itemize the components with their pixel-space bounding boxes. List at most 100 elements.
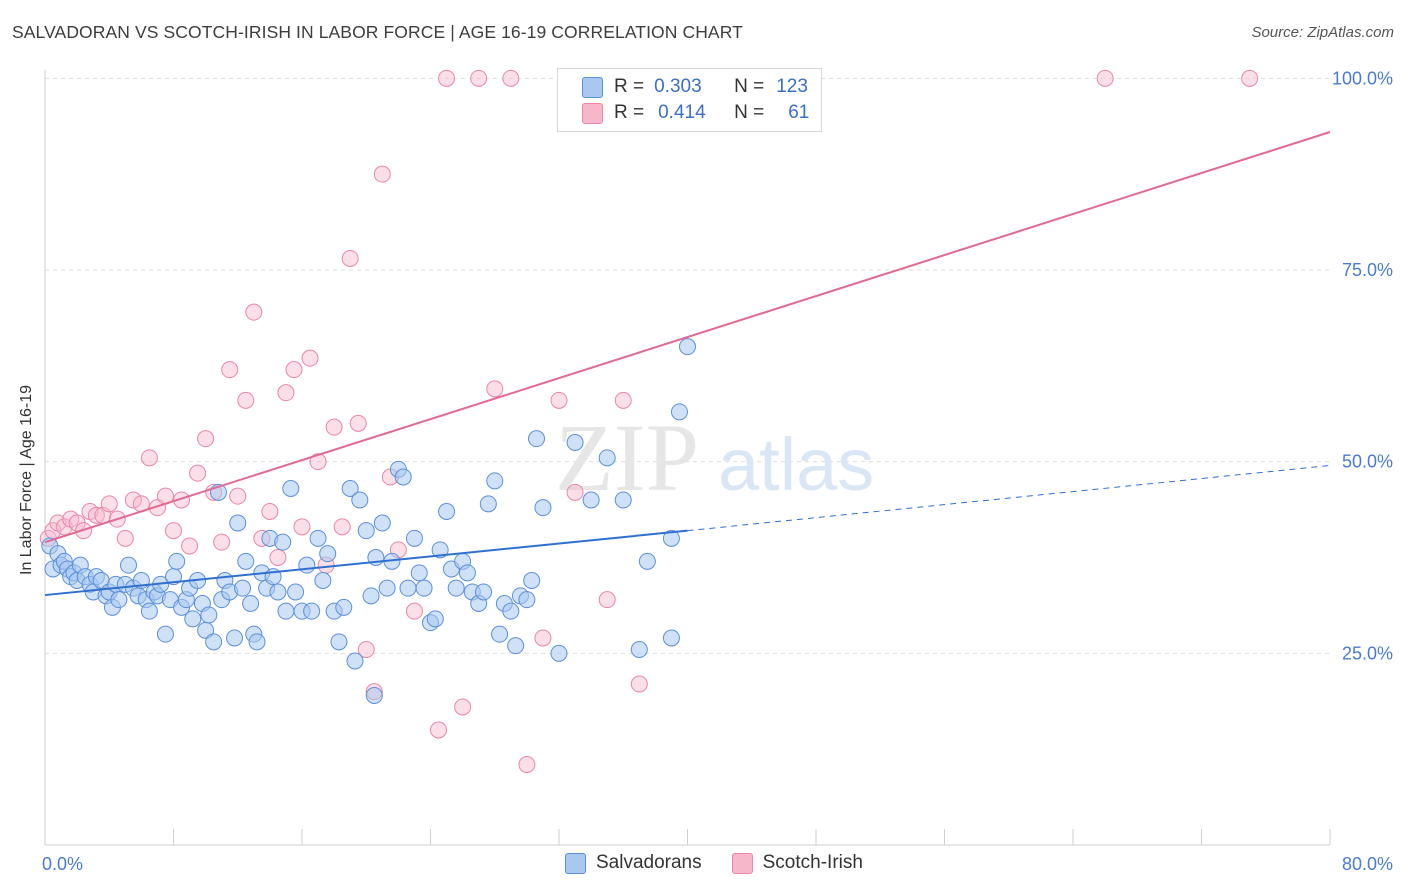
scotch-irish-point [486, 380, 504, 398]
scotch-irish-point [550, 391, 568, 409]
scotch-irish-point [373, 165, 391, 183]
scotch-irish-point [213, 533, 231, 551]
grid-lines [45, 77, 1330, 654]
scotch-irish-point [148, 499, 166, 517]
salvadoran-point [120, 556, 138, 574]
legend-row-salvadorans: R = 0.303 N = 123 [582, 76, 808, 98]
scotch-irish-point [197, 430, 215, 448]
legend-n-value: 123 [776, 76, 808, 97]
salvadoran-point [287, 583, 305, 601]
scotch-irish-point [140, 449, 158, 467]
scotch-irish-point [189, 464, 207, 482]
salvadoran-point [365, 686, 383, 704]
salvadoran-point [670, 403, 688, 421]
salvadoran-point [598, 449, 616, 467]
legend-item-salvadorans[interactable]: Salvadorans [565, 852, 702, 874]
scotch-irish-point [181, 537, 199, 555]
series-legend: Salvadorans Scotch-Irish [565, 852, 893, 874]
salvadoran-point [303, 602, 321, 620]
salvadoran-point [502, 602, 520, 620]
scotch-irish-point [502, 69, 520, 87]
scotch-irish-point [285, 361, 303, 379]
legend-label-salvadorans: Salvadorans [596, 852, 702, 873]
salvadoran-point [431, 541, 449, 559]
scotch-irish-point [630, 675, 648, 693]
scotch-irish-point [237, 391, 255, 409]
legend-swatch-blue [565, 852, 586, 874]
salvadoran-point [341, 479, 359, 497]
salvadoran-point [140, 602, 158, 620]
salvadoran-point [486, 472, 504, 490]
scotch-irish-point [357, 640, 375, 658]
scotch-irish-point [614, 391, 632, 409]
salvadoran-point [534, 499, 552, 517]
salvadoran-point [269, 583, 287, 601]
salvadoran-point [184, 610, 202, 628]
legend-swatch-blue [582, 76, 603, 98]
x-tick-label: 0.0% [42, 854, 83, 874]
salvadorans-trend-line [44, 529, 688, 597]
tick-labels: 25.0% 50.0% 75.0% 100.0% 0.0% 80.0% [42, 68, 1393, 874]
correlation-legend: R = 0.303 N = 123 R = 0.414 N = 61 [557, 68, 822, 132]
scotch-irish-point [277, 384, 295, 402]
salvadoran-point [405, 529, 423, 547]
salvadoran-point [630, 640, 648, 658]
legend-r-value: 0.414 [658, 102, 706, 123]
salvadoran-point [679, 338, 696, 356]
scotch-irish-trend-line [44, 131, 1331, 544]
salvadoran-point [242, 594, 260, 612]
salvadoran-point [394, 468, 412, 486]
scotch-irish-point [341, 249, 359, 267]
salvadoran-point [298, 556, 316, 574]
salvadoran-point [168, 552, 186, 570]
scotch-irish-point [518, 755, 536, 773]
scotch-irish-point [349, 414, 367, 432]
legend-n-label: N = [734, 102, 765, 123]
salvadoran-point [205, 633, 223, 651]
salvadoran-point [314, 571, 332, 589]
salvadoran-point [638, 552, 656, 570]
scotch-irish-point [454, 698, 472, 716]
trend-lines [44, 131, 1331, 597]
salvadoran-point [438, 502, 456, 520]
y-tick-label: 100.0% [1332, 68, 1393, 88]
salvadoran-point [248, 633, 266, 651]
scotch-irish-point [598, 591, 616, 609]
scotch-irish-point [87, 506, 105, 524]
salvadoran-point [234, 579, 252, 597]
salvadoran-point [351, 491, 369, 509]
y-tick-label: 75.0% [1342, 260, 1393, 280]
legend-swatch-pink [582, 102, 603, 124]
salvadoran-point [528, 430, 546, 448]
salvadoran-point [550, 644, 568, 662]
salvadoran-point [479, 495, 497, 513]
salvadoran-point [373, 514, 391, 532]
source-label: Source: ZipAtlas.com [1251, 24, 1394, 41]
salvadoran-point [523, 571, 541, 589]
salvadoran-point [330, 633, 348, 651]
legend-item-scotch-irish[interactable]: Scotch-Irish [731, 852, 863, 874]
scotch-irish-point [1241, 69, 1259, 87]
salvadoran-point [614, 491, 632, 509]
scotch-irish-point [534, 629, 552, 647]
salvadoran-point [582, 491, 600, 509]
scotch-irish-point [245, 303, 263, 321]
salvadoran-point [346, 652, 364, 670]
salvadoran-point [274, 533, 292, 551]
y-tick-label: 50.0% [1342, 452, 1393, 472]
y-tick-label: 25.0% [1342, 643, 1393, 663]
scotch-irish-point [269, 548, 287, 566]
salvadoran-point [378, 579, 396, 597]
scotch-irish-point [173, 491, 191, 509]
salvadoran-point [415, 579, 433, 597]
scotch-irish-point [124, 491, 142, 509]
salvadoran-point [447, 579, 465, 597]
salvadorans-points [41, 338, 696, 704]
scotch-irish-point [261, 502, 279, 520]
salvadoran-point [110, 591, 128, 609]
legend-r-value: 0.303 [654, 76, 702, 97]
scotch-irish-point [430, 721, 448, 739]
legend-row-scotch-irish: R = 0.414 N = 61 [582, 102, 809, 124]
scotch-irish-point [100, 495, 118, 513]
scotch-irish-point [470, 69, 488, 87]
